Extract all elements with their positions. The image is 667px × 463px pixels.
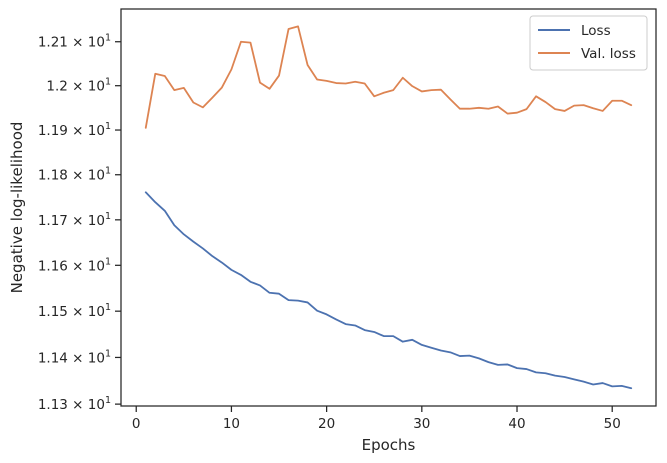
y-axis-label: Negative log-likelihood	[8, 122, 26, 294]
y-tick-label: 1.19 × 101	[38, 121, 111, 139]
plot-frame	[120, 8, 657, 407]
y-axis: 1.13 × 101 1.14 × 101 1.15 × 101 1.16 × 101…	[38, 33, 121, 413]
series-layer	[144, 25, 633, 390]
x-tick-label: 50	[604, 416, 621, 432]
y-tick-label: 1.2 × 101	[46, 77, 111, 95]
x-axis: 0 10 20 30 40 50	[132, 406, 621, 432]
x-tick-label: 30	[413, 416, 430, 432]
legend-label-loss: Loss	[581, 23, 611, 39]
y-tick-label: 1.17 × 101	[38, 211, 111, 229]
x-tick-label: 20	[318, 416, 335, 432]
legend-label-val-loss: Val. loss	[581, 46, 636, 62]
x-tick-label: 40	[508, 416, 525, 432]
x-tick-label: 10	[223, 416, 240, 432]
y-tick-label: 1.16 × 101	[38, 256, 111, 274]
series-line-val-loss	[144, 25, 633, 129]
x-tick-label: 0	[132, 416, 141, 432]
y-tick-label: 1.21 × 101	[38, 33, 111, 51]
x-axis-label: Epochs	[362, 436, 416, 454]
y-tick-label: 1.13 × 101	[38, 395, 111, 413]
legend: Loss Val. loss	[529, 15, 648, 71]
series-line-loss	[144, 191, 633, 390]
y-tick-label: 1.18 × 101	[38, 166, 111, 184]
y-tick-label: 1.14 × 101	[38, 348, 111, 366]
plot-background	[121, 9, 656, 406]
y-tick-label: 1.15 × 101	[38, 302, 111, 320]
